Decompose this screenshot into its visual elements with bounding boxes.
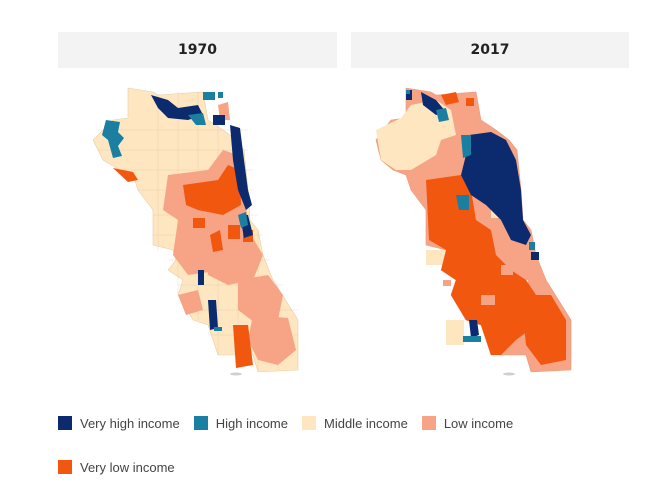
legend-item-high-income: High income — [193, 414, 288, 432]
swatch-low-icon — [421, 416, 436, 430]
legend-label: Very low income — [80, 459, 175, 475]
swatch-middle-icon — [302, 416, 316, 430]
legend-label: Very high income — [80, 415, 180, 431]
legend: Very high income High income Middle inco… — [58, 414, 618, 476]
swatch-high-icon — [193, 416, 208, 430]
legend-item-very-low-income: Very low income — [58, 458, 175, 476]
chicago-map-1970 — [92, 87, 299, 376]
swatch-very-low-icon — [58, 460, 72, 474]
swatch-very-high-icon — [58, 416, 72, 430]
legend-item-low-income: Low income — [421, 414, 514, 432]
panel-title-2017: 2017 — [351, 32, 629, 68]
legend-label: High income — [215, 415, 288, 431]
legend-item-very-high-income: Very high income — [58, 414, 180, 432]
legend-label: Middle income — [324, 415, 408, 431]
panel-title-1970: 1970 — [58, 32, 337, 68]
legend-item-middle-income: Middle income — [302, 414, 408, 432]
legend-label: Low income — [443, 415, 514, 431]
chicago-map-2017 — [375, 87, 572, 376]
